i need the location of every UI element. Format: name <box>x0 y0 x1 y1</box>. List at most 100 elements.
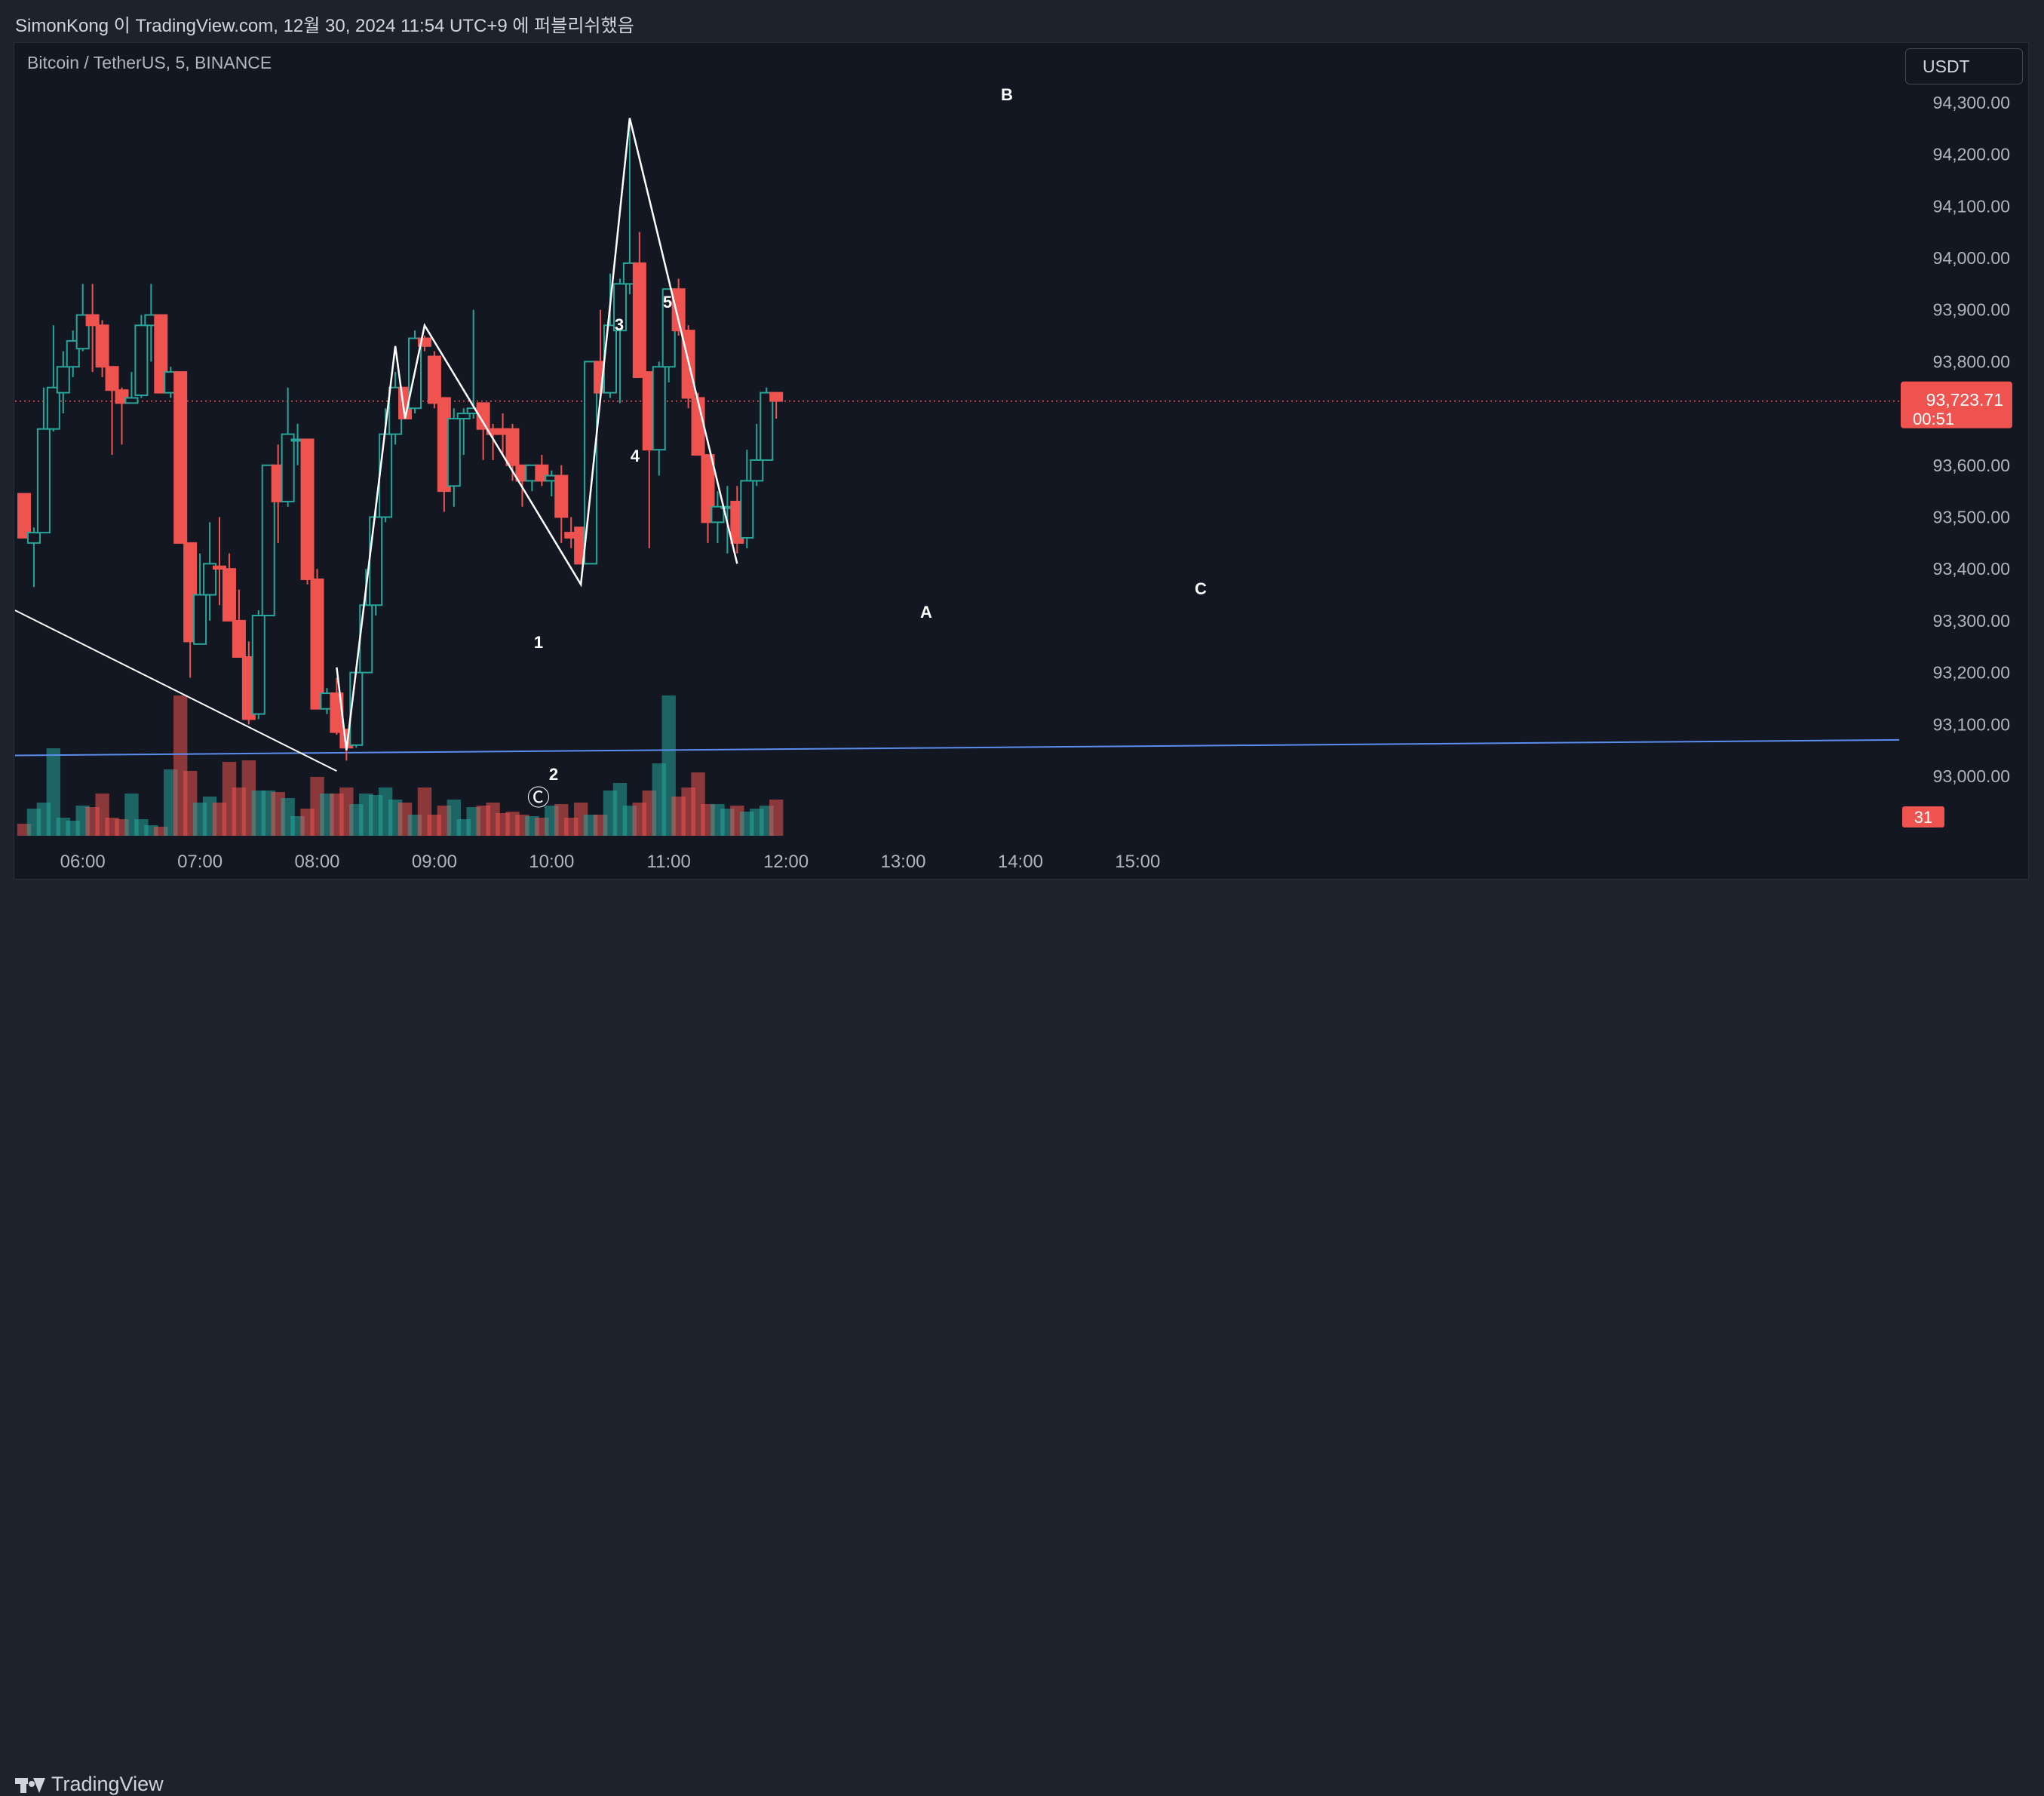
drawing-lines <box>14 401 1900 772</box>
wave-label-circled-c: Ⓒ <box>527 786 550 811</box>
candle-body <box>603 324 617 394</box>
time-tick: 12:00 <box>763 852 809 872</box>
candle-body <box>300 438 315 580</box>
price-tick: 94,000.00 <box>1933 248 2010 268</box>
publish-header: SimonKong 이 TradingView.com, 12월 30, 202… <box>0 0 2044 42</box>
countdown: 00:51 <box>1913 410 1954 428</box>
candle-body <box>379 433 393 518</box>
candle-body <box>710 505 725 523</box>
price-tick: 94,300.00 <box>1933 93 2010 112</box>
candle-body <box>652 366 666 451</box>
candle-body <box>222 568 236 622</box>
time-axis: 06:00 07:00 08:00 09:00 10:00 11:00 12:00 13:00… <box>60 852 1161 872</box>
time-tick: 09:00 <box>412 852 457 872</box>
candle-body <box>369 516 383 606</box>
candle-body <box>750 459 764 482</box>
footer: TradingView <box>0 880 2044 1795</box>
price-tick: 94,200.00 <box>1933 145 2010 164</box>
wave-labels: 1 2 3 4 5 A B C Ⓒ <box>527 85 1207 811</box>
candle-body <box>134 324 149 397</box>
candle-body <box>17 493 31 539</box>
volume-badge <box>1902 806 1944 827</box>
tradingview-logo[interactable]: TradingView <box>15 1773 164 1796</box>
time-tick: 11:00 <box>647 852 691 872</box>
candle-body <box>769 391 784 402</box>
elliott-wave <box>336 118 738 751</box>
candle-body <box>173 371 188 544</box>
publish-info: SimonKong 이 TradingView.com, 12월 30, 202… <box>15 16 634 36</box>
time-tick: 08:00 <box>294 852 339 872</box>
candles <box>17 118 784 761</box>
white-trend-line <box>14 609 337 772</box>
volume-bars <box>17 695 784 836</box>
blue-trend-line <box>14 738 1900 757</box>
candle-body <box>310 578 324 710</box>
currency-button[interactable]: USDT <box>1905 48 2023 84</box>
time-tick: 13:00 <box>880 852 925 872</box>
candle-body <box>105 366 119 391</box>
candle-body <box>46 386 60 430</box>
candle-body <box>95 324 109 368</box>
candle-body <box>456 413 471 419</box>
candle-body <box>193 594 207 645</box>
last-price-value: 93,723.71 <box>1926 390 2003 410</box>
volume-value: 31 <box>1914 808 1932 827</box>
wave-label-1: 1 <box>534 633 543 652</box>
wave-label-5: 5 <box>663 293 672 312</box>
wave-label-2: 2 <box>549 765 558 784</box>
candle-body <box>505 428 520 466</box>
candle-body <box>632 262 646 379</box>
candle-body <box>740 480 754 539</box>
candle-body <box>760 391 774 461</box>
price-tick: 94,100.00 <box>1933 196 2010 216</box>
time-tick: 07:00 <box>177 852 223 872</box>
price-axis: 93,000.00 93,100.00 93,200.00 93,300.00 93,4… <box>1901 93 2012 827</box>
candle-body <box>26 532 41 544</box>
candle-body <box>417 337 431 347</box>
candle-body <box>213 565 226 570</box>
candle-body <box>232 619 246 658</box>
wave-label-B: B <box>1001 85 1013 104</box>
candle-body <box>85 314 100 327</box>
price-tick: 93,200.00 <box>1933 663 2010 683</box>
wave-label-4: 4 <box>631 447 640 465</box>
candle-body <box>476 402 490 430</box>
candle-body <box>56 366 70 394</box>
last-price-badge <box>1901 381 2012 428</box>
candle-body <box>671 288 686 332</box>
wave-label-C: C <box>1195 579 1207 598</box>
time-tick: 10:00 <box>529 852 574 872</box>
candle-body <box>691 397 705 456</box>
volume-bar <box>769 800 784 836</box>
price-tick: 93,500.00 <box>1933 508 2010 527</box>
candle-body <box>427 355 441 404</box>
candle-body <box>36 428 51 534</box>
price-tick: 93,400.00 <box>1933 559 2010 579</box>
candle-body <box>701 454 715 523</box>
candle-body <box>554 474 569 518</box>
symbol-title: Bitcoin / TetherUS, 5, BINANCE <box>27 53 272 72</box>
price-tick: 93,800.00 <box>1933 352 2010 371</box>
wave-label-3: 3 <box>615 315 624 334</box>
candle-body <box>447 417 461 487</box>
footer-brand: TradingView <box>51 1773 164 1795</box>
time-tick: 06:00 <box>60 852 106 872</box>
candle-body <box>251 615 265 715</box>
time-tick: 14:00 <box>998 852 1043 872</box>
candle-body <box>261 464 275 617</box>
candle-body <box>281 433 295 502</box>
time-tick: 15:00 <box>1115 852 1160 872</box>
price-tick: 93,900.00 <box>1933 300 2010 320</box>
tradingview-logo-icon <box>15 1775 45 1794</box>
price-tick: 93,100.00 <box>1933 714 2010 734</box>
price-tick: 93,000.00 <box>1933 766 2010 786</box>
candle-body <box>203 563 217 596</box>
volume-bar <box>46 748 61 836</box>
candle-body <box>124 397 139 404</box>
candle-body <box>359 604 373 674</box>
price-tick: 93,600.00 <box>1933 456 2010 475</box>
price-tick: 93,300.00 <box>1933 611 2010 631</box>
candle-body <box>612 283 627 332</box>
wave-label-A: A <box>920 603 932 622</box>
